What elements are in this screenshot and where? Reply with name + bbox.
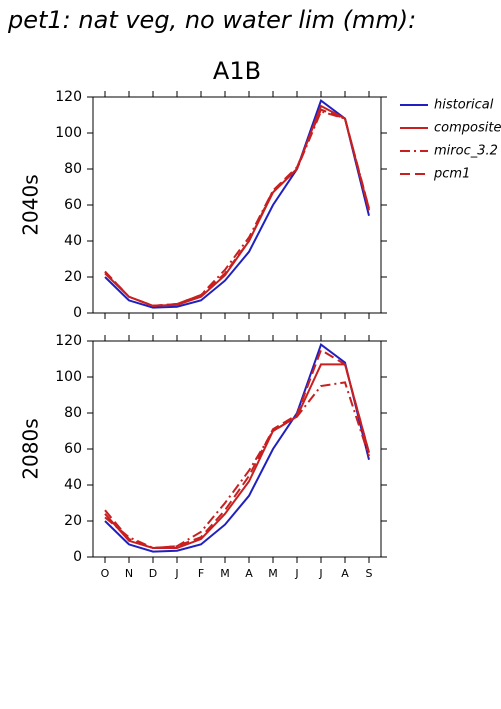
y-tick-label: 0 (73, 305, 82, 321)
series-line (104, 110, 370, 307)
series-line (104, 342, 370, 553)
y-tick-label: 60 (64, 197, 82, 213)
y-tick-label: 60 (64, 441, 82, 457)
x-tick-label: S (366, 567, 373, 580)
y-tick-label: 100 (55, 125, 82, 141)
series-line (104, 98, 370, 309)
x-tick-label: J (318, 567, 322, 580)
series-line (104, 363, 370, 549)
x-tick-label: D (149, 567, 157, 580)
x-tick-label: F (198, 567, 204, 580)
y-tick-label: 20 (64, 513, 82, 529)
legend-label: composite (434, 121, 501, 136)
y-tick-label: 0 (73, 549, 82, 565)
y-tick-label: 80 (64, 405, 82, 421)
series-line (104, 348, 370, 550)
x-tick-label: A (341, 567, 349, 580)
series-line (104, 108, 370, 307)
legend-label: historical (434, 98, 494, 113)
x-tick-label: A (245, 567, 253, 580)
y-tick-label: 40 (64, 477, 82, 493)
x-tick-label: J (294, 567, 298, 580)
plot-frame (92, 96, 382, 314)
y-axis-label: 2080s (19, 418, 43, 479)
page-title: pet1: nat veg, no water lim (mm): (7, 6, 416, 34)
legend-label: miroc_3.2 (434, 144, 498, 159)
x-tick-label: O (101, 567, 110, 580)
plot-frame (92, 340, 382, 558)
x-tick-label: M (268, 567, 278, 580)
y-tick-label: 40 (64, 233, 82, 249)
legend-label: pcm1 (433, 167, 470, 182)
y-tick-label: 80 (64, 161, 82, 177)
series-line (104, 381, 370, 550)
x-tick-label: M (220, 567, 230, 580)
y-tick-label: 120 (55, 89, 82, 105)
y-tick-label: 100 (55, 369, 82, 385)
chart-title: A1B (213, 57, 261, 85)
y-tick-label: 120 (55, 333, 82, 349)
x-tick-label: N (125, 567, 133, 580)
series-line (104, 104, 370, 307)
x-tick-label: J (174, 567, 178, 580)
y-axis-label: 2040s (19, 174, 43, 235)
y-tick-label: 20 (64, 269, 82, 285)
